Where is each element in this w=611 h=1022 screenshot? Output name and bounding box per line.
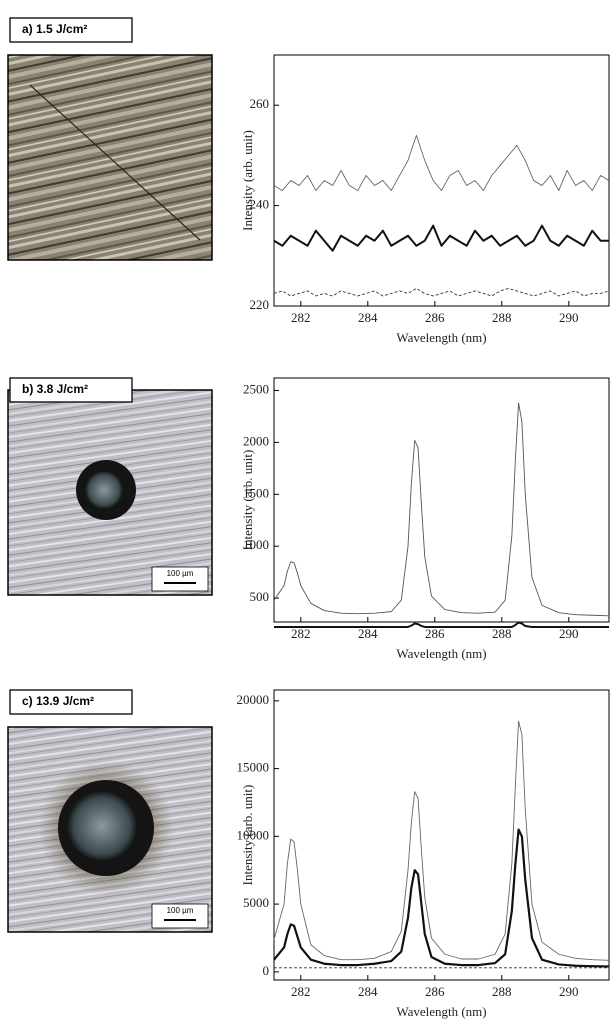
y-tick-label: 220: [250, 297, 270, 312]
y-tick-label: 1500: [243, 485, 269, 500]
x-tick-label: 286: [425, 626, 445, 641]
y-tick-label: 20000: [237, 692, 270, 707]
series-line: [273, 224, 609, 252]
scale-bar-label: 100 µm: [167, 569, 194, 578]
y-tick-label: 2500: [243, 381, 269, 396]
y-tick-label: 10000: [237, 827, 270, 842]
x-tick-label: 284: [358, 626, 378, 641]
x-axis-label: Wavelength (nm): [396, 330, 486, 345]
y-tick-label: 5000: [243, 895, 269, 910]
y-tick-label: 260: [250, 96, 270, 111]
x-tick-label: 288: [492, 984, 512, 999]
y-tick-label: 240: [250, 197, 270, 212]
x-tick-label: 290: [559, 310, 579, 325]
y-axis-label: Intensity (arb. unit): [240, 785, 255, 886]
x-tick-label: 286: [425, 984, 445, 999]
x-tick-label: 288: [492, 310, 512, 325]
y-axis-label: Intensity (arb. unit): [240, 450, 255, 551]
micrograph-a: [7, 54, 213, 261]
scale-bar-label: 100 µm: [167, 906, 194, 915]
micrograph-b: 100 µm: [7, 389, 213, 596]
x-tick-label: 284: [358, 310, 378, 325]
x-axis-label: Wavelength (nm): [396, 1004, 486, 1019]
plot-frame: [273, 377, 610, 623]
x-tick-label: 290: [559, 984, 579, 999]
y-tick-label: 1000: [243, 537, 269, 552]
y-axis-label: Intensity (arb. unit): [240, 130, 255, 231]
x-tick-label: 286: [425, 310, 445, 325]
y-tick-label: 500: [250, 589, 270, 604]
plot-frame: [273, 689, 610, 981]
y-tick-label: 0: [263, 963, 270, 978]
series-line: [273, 720, 610, 961]
x-tick-label: 282: [291, 984, 311, 999]
panel-label: a) 1.5 J/cm²: [22, 22, 87, 36]
panel-label: c) 13.9 J/cm²: [22, 694, 94, 708]
x-tick-label: 282: [291, 310, 311, 325]
x-tick-label: 282: [291, 626, 311, 641]
series-line: [274, 621, 609, 628]
x-tick-label: 290: [559, 626, 579, 641]
series-line: [273, 134, 610, 191]
series-line: [273, 828, 610, 968]
micrograph-c: 100 µm: [7, 726, 213, 933]
panel-label-box: [9, 689, 133, 715]
panel-label-box: [9, 17, 133, 43]
x-tick-label: 288: [492, 626, 512, 641]
y-tick-label: 2000: [243, 433, 269, 448]
series-line: [273, 287, 610, 297]
x-tick-label: 284: [358, 984, 378, 999]
panel-label: b) 3.8 J/cm²: [22, 382, 88, 396]
series-line: [273, 402, 610, 617]
y-tick-label: 15000: [237, 760, 270, 775]
panel-label-box: [9, 377, 133, 403]
x-axis-label: Wavelength (nm): [396, 646, 486, 661]
